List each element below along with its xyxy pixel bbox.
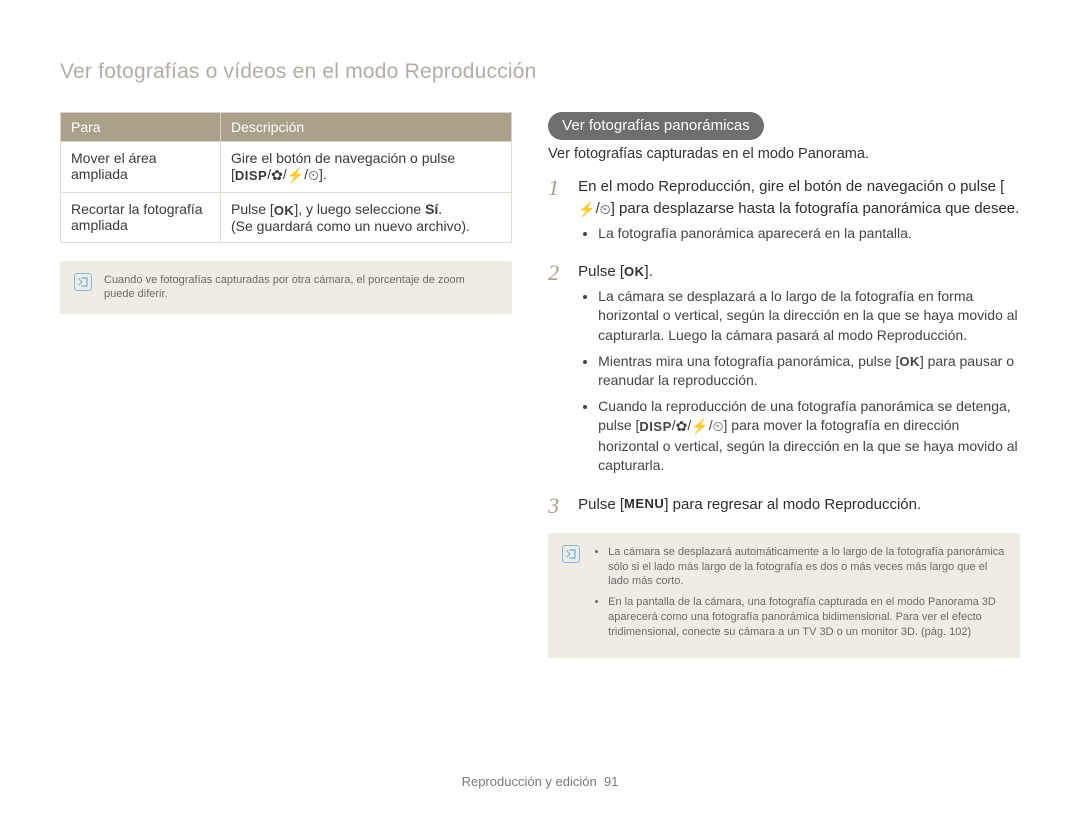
note-item: En la pantalla de la cámara, una fotogra…: [608, 595, 1006, 640]
flash-icon: ⚡: [691, 417, 708, 437]
step-bullet: La cámara se desplazará a lo largo de la…: [598, 287, 1020, 346]
table-row: Mover el área ampliada Gire el botón de …: [61, 142, 512, 193]
disp-icon: DISP: [639, 418, 671, 436]
timer-icon: ⏲: [308, 167, 319, 184]
note-text: Cuando ve fotografías capturadas por otr…: [104, 273, 498, 303]
step-1: 1 En el modo Reproducción, gire el botón…: [548, 176, 1020, 249]
step-2: 2 Pulse [OK]. La cámara se desplazará a …: [548, 261, 1020, 482]
controls-table: Para Descripción Mover el área ampliada …: [60, 112, 512, 243]
page: Ver fotografías o vídeos en el modo Repr…: [0, 0, 1080, 815]
table-row: Recortar la fotografía ampliada Pulse [O…: [61, 192, 512, 242]
flash-icon: ⚡: [578, 199, 595, 219]
step-number: 2: [548, 261, 564, 482]
ok-icon: OK: [899, 353, 920, 371]
footer: Reproducción y edición 91: [0, 774, 1080, 789]
cell-desc: Gire el botón de navegación o pulse [DIS…: [221, 142, 512, 193]
flash-icon: ⚡: [287, 167, 304, 184]
step-body: Pulse [MENU] para regresar al modo Repro…: [578, 494, 921, 517]
flower-icon: ✿: [271, 167, 283, 184]
info-icon: [74, 273, 92, 303]
columns: Para Descripción Mover el área ampliada …: [60, 112, 1020, 658]
step-number: 1: [548, 176, 564, 249]
cell-para: Recortar la fotografía ampliada: [61, 192, 221, 242]
cell-para: Mover el área ampliada: [61, 142, 221, 193]
disp-icon: DISP: [235, 168, 267, 183]
step-number: 3: [548, 494, 564, 517]
footer-section: Reproducción y edición: [462, 774, 597, 789]
ok-icon: OK: [274, 203, 295, 218]
step-bullet: Cuando la reproducción de una fotografía…: [598, 397, 1020, 476]
table-head-para: Para: [61, 113, 221, 142]
table-head-desc: Descripción: [221, 113, 512, 142]
step-3: 3 Pulse [MENU] para regresar al modo Rep…: [548, 494, 1020, 517]
flower-icon: ✿: [676, 417, 688, 437]
steps-list: 1 En el modo Reproducción, gire el botón…: [548, 176, 1020, 517]
step-bullet: Mientras mira una fotografía panorámica,…: [598, 352, 1020, 391]
timer-icon: ⏲: [713, 417, 724, 437]
step-body: En el modo Reproducción, gire el botón d…: [578, 176, 1020, 249]
right-column: Ver fotografías panorámicas Ver fotograf…: [548, 112, 1020, 658]
note-box: La cámara se desplazará automáticamente …: [548, 533, 1020, 658]
note-item: La cámara se desplazará automáticamente …: [608, 545, 1006, 590]
step-bullet: La fotografía panorámica aparecerá en la…: [598, 224, 1020, 244]
info-icon: [562, 545, 580, 646]
section-heading: Ver fotografías panorámicas: [548, 112, 764, 140]
step-body: Pulse [OK]. La cámara se desplazará a lo…: [578, 261, 1020, 482]
note-box: Cuando ve fotografías capturadas por otr…: [60, 261, 512, 315]
cell-desc: Pulse [OK], y luego seleccione Sí. (Se g…: [221, 192, 512, 242]
page-title: Ver fotografías o vídeos en el modo Repr…: [60, 60, 1020, 84]
menu-icon: MENU: [624, 495, 664, 514]
footer-page: 91: [604, 774, 618, 789]
timer-icon: ⏲: [600, 199, 611, 219]
ok-icon: OK: [624, 263, 645, 282]
section-intro: Ver fotografías capturadas en el modo Pa…: [548, 146, 1020, 162]
note-list: La cámara se desplazará automáticamente …: [592, 545, 1006, 646]
left-column: Para Descripción Mover el área ampliada …: [60, 112, 512, 658]
